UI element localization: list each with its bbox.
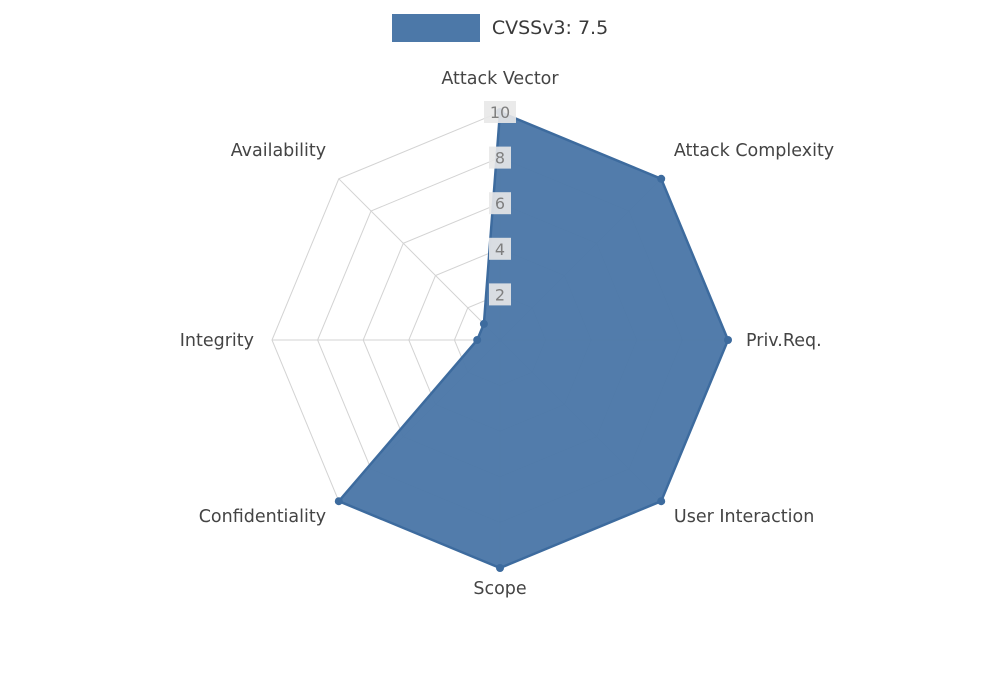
legend-swatch <box>391 14 480 42</box>
axis-label: Attack Complexity <box>674 141 834 161</box>
tick-label-bg <box>484 101 516 123</box>
radial-tick-label: 4 <box>495 240 505 259</box>
radial-tick-label: 10 <box>490 103 510 122</box>
axis-label: Availability <box>231 141 326 161</box>
grid-spoke <box>338 178 501 341</box>
vertex-dot <box>657 174 666 183</box>
radial-tick-label: 6 <box>495 194 505 213</box>
vertex-dot <box>479 319 488 328</box>
vertex-dot <box>496 564 504 572</box>
radial-tick-label: 8 <box>495 149 505 168</box>
legend: CVSSv3: 7.5 <box>0 14 1000 42</box>
radial-tick-label: 2 <box>495 285 505 304</box>
tick-label-bg <box>489 283 511 306</box>
axis-label: Attack Vector <box>441 69 559 89</box>
axis-label: Priv.Req. <box>746 331 822 351</box>
axis-label: User Interaction <box>674 507 814 527</box>
tick-label-bg <box>489 237 511 260</box>
legend-label: CVSSv3: 7.5 <box>491 17 609 39</box>
axis-label: Confidentiality <box>199 507 326 527</box>
tick-label-bg <box>489 192 511 215</box>
vertex-dot <box>473 336 482 344</box>
vertex-dot <box>657 497 666 506</box>
vertex-dot <box>724 336 732 344</box>
axis-label: Integrity <box>180 331 254 351</box>
vertex-dot <box>334 497 343 506</box>
axis-label: Scope <box>473 579 526 599</box>
legend-item-cvss[interactable]: CVSSv3: 7.5 <box>391 14 609 42</box>
tick-label-bg <box>489 146 511 169</box>
